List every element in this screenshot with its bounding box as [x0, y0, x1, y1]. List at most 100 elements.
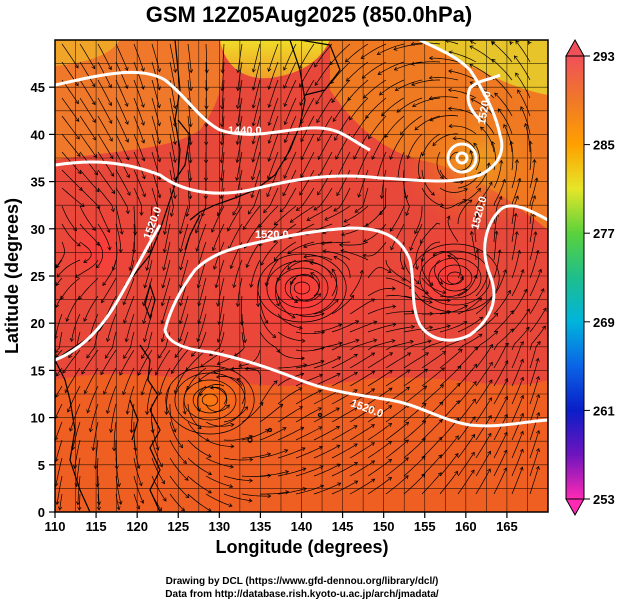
streamline	[497, 108, 513, 135]
streamline	[187, 133, 192, 163]
streamline-arrow	[473, 363, 478, 368]
streamline	[56, 259, 81, 278]
streamline-arrow	[317, 191, 321, 196]
streamline	[295, 389, 322, 405]
streamline	[493, 414, 508, 441]
streamline	[169, 421, 183, 448]
streamline-arrow	[66, 408, 71, 413]
streamline	[368, 115, 387, 139]
streamline	[457, 275, 477, 297]
streamline-arrow	[198, 377, 203, 382]
streamline	[259, 404, 283, 423]
streamline	[55, 403, 63, 419]
streamline-arrow	[106, 228, 111, 234]
streamline	[333, 187, 351, 212]
streamline	[72, 421, 81, 450]
streamline	[400, 115, 423, 136]
streamline-arrow	[540, 288, 545, 293]
streamline-arrow	[95, 483, 100, 488]
streamline-arrow	[216, 374, 221, 379]
wind-streamlines	[55, 40, 547, 512]
streamline-arrow	[204, 87, 209, 92]
streamline-arrow	[249, 478, 253, 483]
streamline	[363, 79, 387, 99]
streamline	[125, 313, 135, 342]
streamline	[237, 43, 243, 73]
streamline-arrow	[428, 299, 433, 305]
streamline	[187, 43, 192, 73]
streamline-arrow	[335, 426, 340, 430]
streamline	[475, 313, 499, 333]
streamline	[411, 61, 441, 65]
streamline	[284, 133, 297, 161]
streamline	[385, 277, 413, 289]
streamline	[347, 79, 369, 101]
streamline-arrow	[191, 352, 195, 357]
streamline	[217, 349, 243, 365]
streamline	[367, 405, 392, 423]
y-tick-label: 20	[31, 316, 45, 331]
streamline	[151, 79, 160, 108]
streamline-arrow	[188, 87, 193, 92]
streamline-arrow	[410, 41, 415, 46]
streamline-arrow	[320, 312, 325, 317]
streamline	[511, 431, 524, 459]
streamline-arrow	[204, 105, 209, 110]
streamline	[78, 277, 99, 300]
streamline	[61, 223, 81, 247]
streamline-arrow	[86, 354, 91, 359]
streamline	[403, 340, 432, 351]
streamline-arrow	[497, 249, 502, 254]
streamline	[252, 133, 261, 162]
streamline-arrow	[266, 193, 271, 198]
streamline	[422, 311, 451, 315]
streamline	[133, 169, 146, 197]
streamline	[434, 259, 443, 285]
streamline-arrow	[196, 337, 201, 343]
streamline-arrow	[314, 63, 318, 68]
streamline-arrow	[235, 141, 240, 146]
streamline-arrow	[423, 368, 428, 373]
streamline-arrow	[504, 377, 509, 383]
streamline	[355, 151, 369, 179]
x-tick-label: 145	[332, 519, 354, 534]
streamline	[171, 349, 189, 374]
streamline-arrow	[182, 410, 187, 415]
streamline-arrow	[405, 421, 410, 426]
streamline	[475, 249, 479, 279]
streamline	[390, 205, 405, 232]
streamline	[403, 259, 420, 284]
streamline	[331, 480, 358, 495]
streamline-arrow	[360, 55, 365, 59]
streamline	[395, 79, 423, 91]
streamline-arrow	[302, 467, 307, 472]
streamline	[475, 344, 493, 369]
streamline	[277, 406, 303, 423]
streamline	[133, 61, 144, 90]
streamline	[187, 367, 207, 390]
streamline-arrow	[300, 174, 305, 179]
streamline	[453, 137, 477, 153]
streamline	[421, 351, 446, 369]
streamline	[97, 79, 112, 106]
streamline	[259, 380, 278, 405]
streamline-arrow	[430, 191, 435, 196]
streamline-arrow	[74, 64, 79, 69]
streamline-arrow	[179, 444, 184, 449]
streamline-arrow	[319, 465, 324, 470]
streamline	[223, 475, 253, 482]
streamline	[169, 439, 187, 464]
streamline-arrow	[279, 208, 284, 213]
streamline	[457, 188, 481, 207]
streamline	[349, 424, 375, 441]
streamline-arrow	[150, 429, 155, 434]
streamline	[429, 57, 459, 63]
streamline	[64, 367, 81, 393]
streamline	[71, 313, 81, 342]
streamline	[179, 259, 189, 288]
streamline	[511, 269, 524, 297]
streamline	[164, 205, 171, 235]
streamline	[529, 358, 539, 387]
streamline	[421, 472, 442, 495]
streamline	[228, 223, 243, 250]
